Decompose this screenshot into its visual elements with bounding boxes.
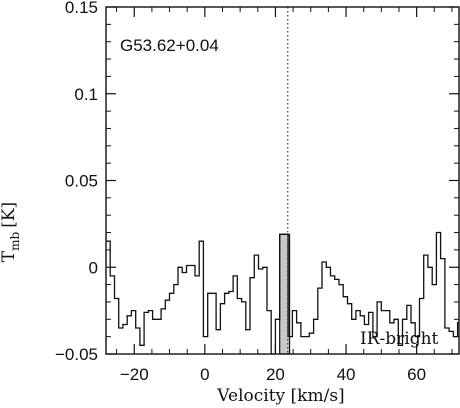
x-tick-label: 20 [266,365,285,384]
x-tick-label: 40 [337,365,356,384]
x-tick-label: 0 [200,365,209,384]
y-tick-label: 0.05 [65,172,98,191]
y-tick-label: −0.05 [55,345,98,364]
x-tick-label: −20 [120,365,149,384]
x-tick-label: 60 [407,365,426,384]
spectrum-series [106,231,459,355]
category-label: IR-bright [360,329,439,349]
text-layer: G53.62+0.04 IR-bright Velocity [km/s] Tm… [0,0,439,406]
y-axis-title-text: Tmb [K] [0,202,22,262]
y-axis-title: Tmb [K] [0,202,22,262]
y-tick-label: 0 [89,258,98,277]
y-tick-label: 0.15 [65,0,98,17]
y-axis-title-sub: mb [8,231,22,250]
y-axis-title-unit: [K] [0,202,19,228]
axes-frame [105,6,460,355]
y-tick-label: 0.1 [74,85,98,104]
y-axis-title-main: T [0,250,19,262]
data-layer [106,7,459,355]
x-axis-title: Velocity [km/s] [216,386,344,406]
source-label: G53.62+0.04 [120,36,219,55]
